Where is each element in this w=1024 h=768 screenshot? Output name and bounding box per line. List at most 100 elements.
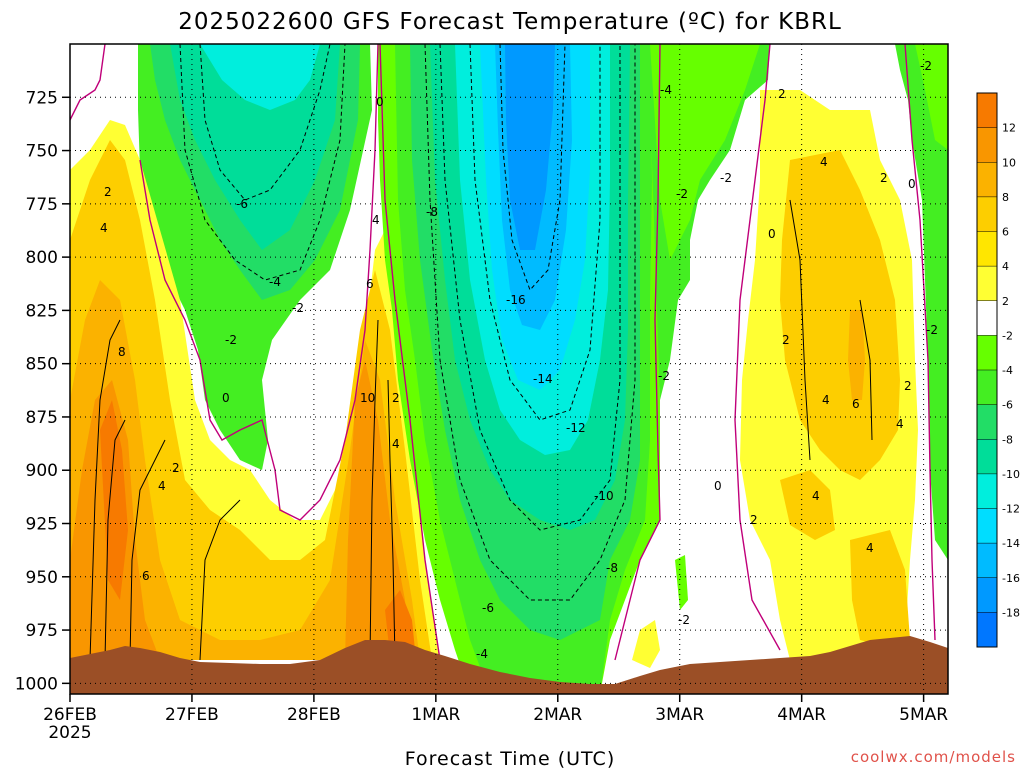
- contour-label: -2: [292, 301, 304, 315]
- contour-label: -4: [476, 647, 488, 661]
- x-tick-label: 27FEB: [165, 705, 219, 725]
- colorbar-label: -4: [1002, 364, 1013, 377]
- contour-label: 2: [904, 379, 912, 393]
- contour-label: -6: [236, 197, 248, 211]
- contour-label: 2: [750, 513, 758, 527]
- contour-label: 8: [118, 345, 126, 359]
- x-tick-label: 1MAR: [411, 705, 460, 725]
- contour-label: -2: [926, 323, 938, 337]
- contour-label: -6: [482, 601, 494, 615]
- colorbar-label: 2: [1002, 295, 1009, 308]
- zero-contours: [70, 44, 936, 661]
- chart-title: 2025022600 GFS Forecast Temperature (ºC)…: [178, 9, 842, 35]
- fill-warm-right-3: [780, 470, 835, 540]
- contour-labels: 0 -6 -4 -2 -2 0 2 4 8 2 4 6 4 6 10 2 4 -…: [100, 59, 938, 661]
- x-tick-label: 28FEB: [287, 705, 341, 725]
- contour-label: -12: [566, 421, 586, 435]
- contour-label: 4: [820, 155, 828, 169]
- contour-label: -14: [533, 372, 553, 386]
- colorbar-swatch: [977, 439, 997, 475]
- zero-contour: [734, 44, 781, 651]
- credit-text: coolwx.com/models: [851, 748, 1016, 766]
- contour-label: 0: [222, 391, 230, 405]
- colorbar-label: -10: [1002, 468, 1020, 481]
- fill-warm-right-2: [780, 150, 900, 480]
- fill-cold-right-edge: [895, 44, 948, 560]
- y-tick-label: 850: [26, 355, 58, 375]
- contour-label: -8: [606, 561, 618, 575]
- x-axis: 26FEB 27FEB 28FEB 1MAR 2MAR 3MAR 4MAR 5MAR: [43, 694, 948, 725]
- zero-contour: [379, 44, 441, 661]
- colorbar-swatch: [977, 266, 997, 302]
- x-tick-label: 4MAR: [777, 705, 826, 725]
- y-tick-label: 875: [26, 408, 58, 428]
- contour-label: 4: [896, 417, 904, 431]
- contour-label: 4: [392, 437, 400, 451]
- fill-warm-right-5: [848, 310, 865, 400]
- contour-label: 2: [778, 87, 786, 101]
- zero-contour: [904, 44, 936, 641]
- y-tick-label: 825: [26, 301, 58, 321]
- grid: [70, 44, 948, 694]
- colorbar-swatch: [977, 127, 997, 163]
- contour-label: -4: [660, 83, 672, 97]
- colorbar-swatch: [977, 93, 997, 129]
- contour-lines-dashed: [179, 44, 636, 601]
- contour-line: [789, 199, 811, 461]
- colorbar-label: 10: [1002, 156, 1016, 169]
- colorbar-swatch: [977, 231, 997, 267]
- colorbar-label: -12: [1002, 503, 1020, 516]
- y-tick-label: 800: [26, 248, 58, 268]
- contour-label: -16: [506, 293, 526, 307]
- contour-label: -2: [676, 187, 688, 201]
- x-tick-label: 2MAR: [533, 705, 582, 725]
- colorbar-swatch: [977, 162, 997, 198]
- x-tick-label: 3MAR: [655, 705, 704, 725]
- contour-label: 6: [852, 397, 860, 411]
- contour-label: 0: [908, 177, 916, 191]
- contour-label: 4: [158, 479, 166, 493]
- y-tick-label: 900: [26, 461, 58, 481]
- contour-label: -2: [720, 171, 732, 185]
- colorbar-swatch: [977, 543, 997, 579]
- contour-label: 4: [866, 541, 874, 555]
- contour-line: [89, 319, 121, 661]
- colorbar-label: -14: [1002, 537, 1020, 550]
- contour-line: [859, 299, 873, 441]
- zero-contour: [70, 44, 106, 121]
- contour-dashed: [199, 44, 331, 201]
- colorbar-swatch: [977, 612, 997, 648]
- contour-label: 6: [366, 277, 374, 291]
- contour-label: 2: [172, 461, 180, 475]
- contour-lines: [89, 199, 873, 661]
- contour-label: 4: [812, 489, 820, 503]
- contour-line: [104, 419, 126, 661]
- contour-label: -2: [225, 333, 237, 347]
- contour-label: 2: [782, 333, 790, 347]
- contour-label: 4: [372, 213, 380, 227]
- colorbar-swatch: [977, 404, 997, 440]
- colorbar-label: 4: [1002, 260, 1009, 273]
- colorbar-label: 8: [1002, 191, 1009, 204]
- y-tick-label: 950: [26, 568, 58, 588]
- y-tick-label: 975: [26, 621, 58, 641]
- contour-label: 4: [100, 221, 108, 235]
- fill-warm-left-3: [70, 280, 420, 660]
- colorbar: 12 10 8 6 4 2 -2 -4 -6 -8 -10 -12 -14 -16 -18: [976, 92, 1020, 648]
- y-axis: 725 750 775 800 825 850 875 900 925 950 975 1000: [15, 88, 70, 694]
- fill-cold-right-edge-2: [915, 44, 948, 150]
- colorbar-swatch: [977, 508, 997, 544]
- contour-label: 0: [768, 227, 776, 241]
- contour-label: -2: [920, 59, 932, 73]
- colorbar-swatch: [977, 300, 997, 336]
- contour-label: -8: [426, 205, 438, 219]
- fill-warm-left-7: [385, 590, 415, 655]
- colorbar-label: -8: [1002, 433, 1013, 446]
- y-tick-label: 750: [26, 142, 58, 162]
- contour-label: -2: [678, 613, 690, 627]
- colorbar-label: -18: [1002, 606, 1020, 619]
- zero-contour: [614, 44, 661, 661]
- contour-label: 10: [360, 391, 375, 405]
- plot-area: 0 -6 -4 -2 -2 0 2 4 8 2 4 6 4 6 10 2 4 -…: [70, 44, 948, 694]
- x-tick-label: 5MAR: [899, 705, 948, 725]
